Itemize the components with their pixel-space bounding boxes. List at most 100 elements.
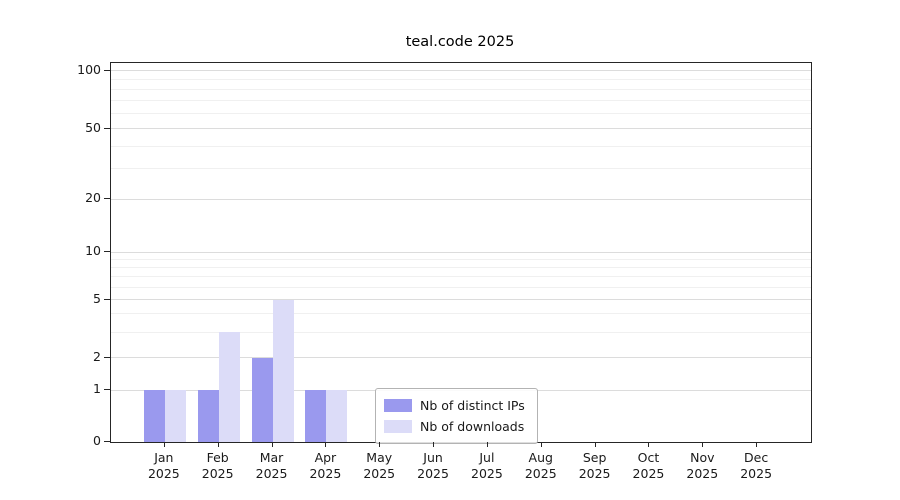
y-tick-mark (104, 69, 110, 71)
x-tick-mark (271, 442, 273, 447)
y-tick-mark (104, 441, 110, 442)
x-tick-year: 2025 (363, 466, 396, 481)
x-tick-year: 2025 (147, 466, 180, 481)
y-tick-mark (104, 198, 110, 200)
x-tick-label: Jun 2025 (401, 450, 465, 482)
y-tick-label: 10 (85, 243, 101, 259)
x-tick-year: 2025 (632, 466, 665, 481)
x-tick-year: 2025 (201, 466, 234, 481)
gridline-minor (111, 145, 811, 147)
y-tick-mark (104, 251, 110, 253)
y-tick-label: 0 (93, 433, 101, 448)
x-tick-year: 2025 (255, 466, 288, 481)
bar-downloads-mar (272, 299, 294, 442)
x-tick-mark (486, 442, 488, 447)
gridline-minor (111, 100, 811, 102)
x-tick-year: 2025 (417, 466, 449, 481)
bar-downloads-apr (326, 390, 348, 442)
x-tick-label: Feb 2025 (186, 450, 250, 482)
x-tick-month: Dec (744, 450, 769, 465)
x-tick-year: 2025 (578, 466, 611, 481)
x-tick-label: Sep 2025 (563, 450, 627, 482)
x-tick-month: Jul (479, 450, 495, 465)
x-tick-month: Sep (582, 450, 607, 465)
y-tick-mark (104, 356, 110, 358)
bar-downloads-feb (218, 332, 240, 442)
x-tick-year: 2025 (686, 466, 719, 481)
x-tick-label: Apr 2025 (293, 450, 357, 482)
gridline-minor (111, 167, 811, 169)
x-tick-month: Apr (314, 450, 337, 465)
legend-swatch (384, 399, 412, 412)
x-tick-mark (163, 442, 165, 447)
gridline-major (111, 251, 811, 253)
gridline-minor (111, 313, 811, 315)
x-tick-mark (379, 442, 381, 447)
gridline-major (111, 299, 811, 301)
x-tick-month: Jan (154, 450, 174, 465)
x-tick-month: Mar (259, 450, 284, 465)
x-tick-label: May 2025 (347, 450, 411, 482)
gridline-minor (111, 89, 811, 91)
x-tick-label: Jul 2025 (455, 450, 519, 482)
bar-ips-apr (305, 390, 327, 442)
x-tick-month: May (366, 450, 393, 465)
y-tick-label: 100 (77, 61, 101, 77)
chart-title: teal.code 2025 (405, 34, 515, 50)
x-tick-mark (756, 442, 758, 447)
legend-label: Nb of distinct IPs (420, 398, 525, 413)
x-tick-label: Oct 2025 (616, 450, 680, 482)
gridline-minor (111, 266, 811, 268)
x-tick-month: Jun (423, 450, 443, 465)
x-tick-mark (702, 442, 704, 447)
plot-area (110, 62, 812, 443)
x-tick-mark (433, 442, 435, 447)
x-tick-month: Oct (637, 450, 660, 465)
x-tick-year: 2025 (309, 466, 342, 481)
legend-item: Nb of downloads (384, 416, 525, 437)
y-tick-label: 20 (85, 190, 101, 206)
x-tick-label: Nov 2025 (670, 450, 734, 482)
legend-label: Nb of downloads (420, 419, 525, 434)
gridline-minor (111, 276, 811, 278)
gridline-major (111, 198, 811, 200)
x-tick-mark (648, 442, 650, 447)
bar-ips-mar (251, 357, 273, 442)
x-tick-mark (540, 442, 542, 447)
x-tick-label: Dec 2025 (724, 450, 788, 482)
x-tick-year: 2025 (524, 466, 557, 481)
x-tick-month: Aug (528, 450, 553, 465)
legend-item: Nb of distinct IPs (384, 395, 525, 416)
y-tick-mark (104, 298, 110, 300)
gridline-major (111, 357, 811, 359)
x-tick-label: Jan 2025 (132, 450, 196, 482)
x-tick-month: Nov (690, 450, 715, 465)
x-tick-mark (217, 442, 219, 447)
y-tick-label: 5 (93, 290, 101, 306)
bar-ips-feb (197, 390, 219, 442)
bar-ips-jan (143, 390, 165, 442)
x-tick-label: Mar 2025 (240, 450, 304, 482)
y-tick-label: 2 (93, 348, 101, 364)
gridline-minor (111, 113, 811, 115)
gridline-minor (111, 258, 811, 260)
gridline-major (111, 128, 811, 130)
y-tick-mark (104, 389, 110, 391)
y-tick-label: 50 (85, 119, 101, 135)
x-tick-mark (325, 442, 327, 447)
x-tick-mark (594, 442, 596, 447)
bar-downloads-jan (164, 390, 186, 442)
x-tick-year: 2025 (740, 466, 773, 481)
y-tick-label: 1 (93, 381, 101, 397)
gridline-major (111, 70, 811, 72)
x-tick-year: 2025 (471, 466, 503, 481)
gridline-minor (111, 79, 811, 81)
legend-swatch (384, 420, 412, 433)
legend: Nb of distinct IPs Nb of downloads (375, 388, 538, 444)
gridline-minor (111, 331, 811, 333)
x-tick-month: Feb (206, 450, 229, 465)
y-tick-mark (104, 127, 110, 129)
gridline-minor (111, 286, 811, 288)
x-tick-label: Aug 2025 (509, 450, 573, 482)
